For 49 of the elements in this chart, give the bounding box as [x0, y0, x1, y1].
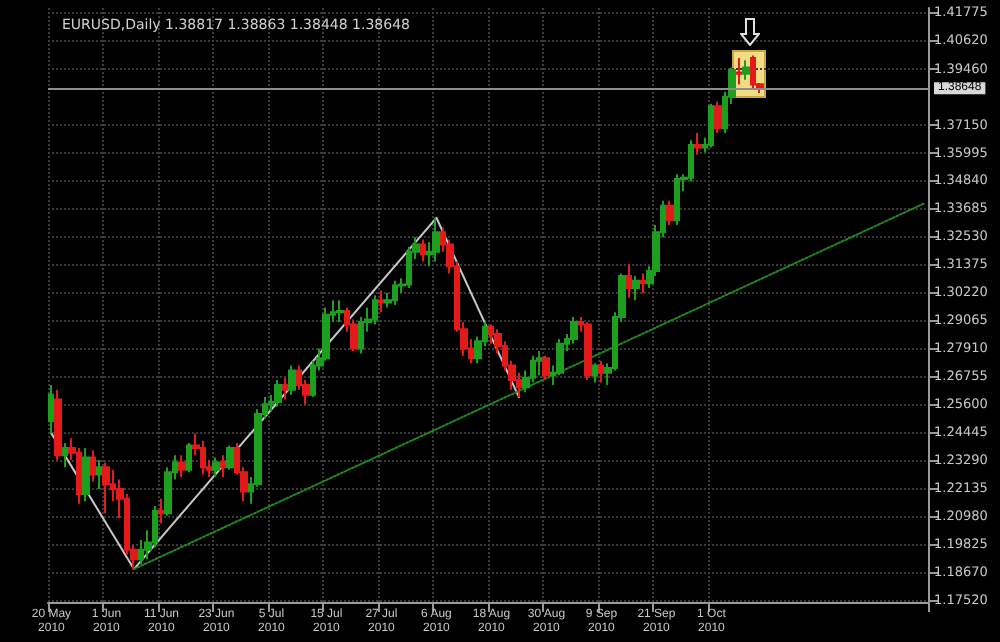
candlestick [288, 364, 296, 396]
candlestick [186, 442, 192, 474]
candlestick [694, 132, 702, 156]
candlestick [102, 461, 110, 515]
candlestick [736, 56, 742, 86]
candlestick [420, 238, 426, 263]
candlestick [530, 354, 536, 384]
candlestick [556, 337, 564, 377]
candlestick [274, 379, 282, 408]
candlestick [200, 439, 206, 476]
candlestick [158, 497, 164, 525]
line-series [50, 216, 520, 571]
candlestick [336, 299, 344, 323]
candlestick [54, 388, 62, 462]
candlestick [282, 376, 288, 401]
candlestick [592, 362, 598, 384]
candlestick [212, 456, 220, 478]
candlestick [432, 216, 440, 263]
candlestick [322, 306, 330, 362]
candlestick [48, 383, 54, 435]
candlestick [392, 279, 398, 306]
candlestick [378, 289, 384, 314]
candlestick [666, 199, 674, 227]
candlestick [226, 444, 234, 471]
candlestick [640, 272, 646, 294]
candlestick [372, 294, 378, 326]
candlestick [688, 139, 694, 183]
candlestick [626, 262, 632, 299]
candlestick [674, 173, 680, 227]
candlestick [714, 100, 722, 134]
candlestick [632, 274, 640, 302]
candlestick [90, 449, 96, 483]
candlestick [536, 350, 544, 377]
candlestick [220, 454, 226, 478]
candlestick [178, 454, 186, 478]
candlestick [750, 54, 756, 91]
candlestick [62, 442, 68, 469]
candlestick [598, 359, 604, 384]
candlestick [488, 323, 494, 345]
candlestick [82, 446, 90, 503]
candlestick [406, 245, 412, 290]
candlestick [96, 459, 104, 491]
candlestick [584, 320, 592, 382]
candlestick [76, 446, 82, 505]
candlestick [542, 354, 550, 382]
candlestick [138, 538, 144, 566]
candlestick [708, 102, 714, 149]
candlestick [570, 316, 578, 345]
candlestick [742, 59, 750, 81]
